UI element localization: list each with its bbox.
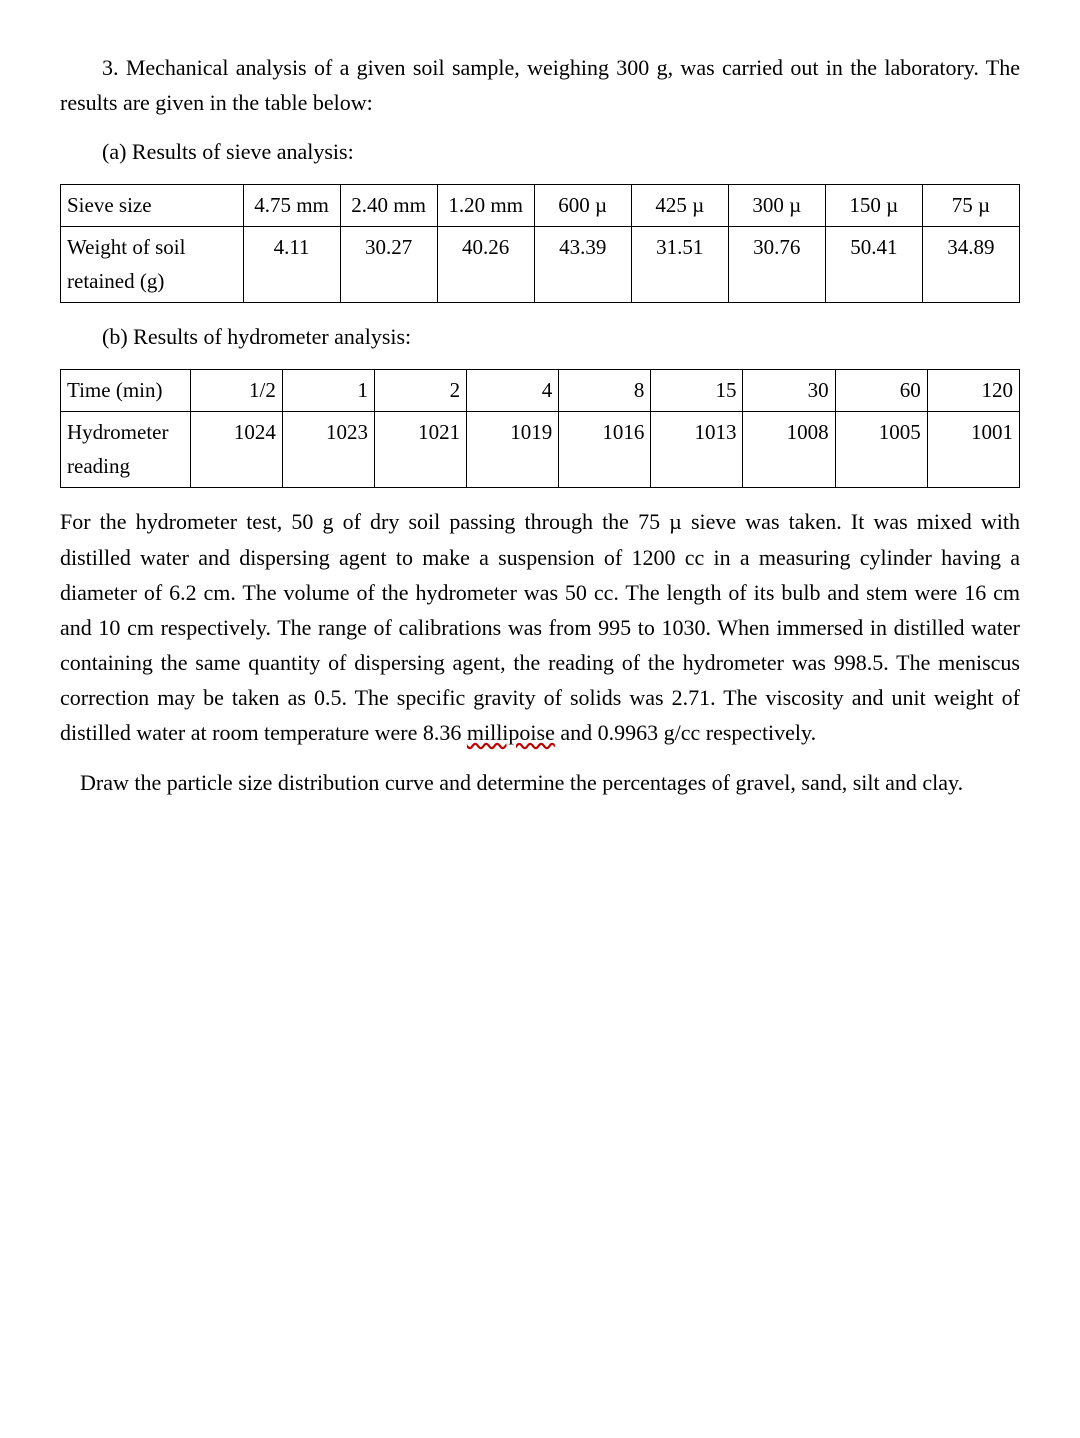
cell: 75 µ bbox=[922, 184, 1019, 227]
cell: 1/2 bbox=[190, 369, 282, 412]
cell: 1016 bbox=[559, 412, 651, 488]
cell: 1024 bbox=[190, 412, 282, 488]
body-text-post: and 0.9963 g/cc respectively. bbox=[555, 720, 816, 745]
sieve-analysis-table: Sieve size 4.75 mm 2.40 mm 1.20 mm 600 µ… bbox=[60, 184, 1020, 304]
cell: 15 bbox=[651, 369, 743, 412]
cell: 1.20 mm bbox=[437, 184, 534, 227]
spellcheck-wavy-word: millipoise bbox=[467, 720, 555, 745]
cell: 4.75 mm bbox=[243, 184, 340, 227]
cell: 1019 bbox=[467, 412, 559, 488]
cell: 31.51 bbox=[631, 227, 728, 303]
table-row: Weight of soil retained (g) 4.11 30.27 4… bbox=[61, 227, 1020, 303]
cell: 1 bbox=[282, 369, 374, 412]
table-row: Time (min) 1/2 1 2 4 8 15 30 60 120 bbox=[61, 369, 1020, 412]
cell: 1021 bbox=[374, 412, 466, 488]
cell: 2 bbox=[374, 369, 466, 412]
table-row: Sieve size 4.75 mm 2.40 mm 1.20 mm 600 µ… bbox=[61, 184, 1020, 227]
cell: 40.26 bbox=[437, 227, 534, 303]
cell: 2.40 mm bbox=[340, 184, 437, 227]
row-label: Hydrometer reading bbox=[61, 412, 191, 488]
cell: 4 bbox=[467, 369, 559, 412]
cell: 30.76 bbox=[728, 227, 825, 303]
cell: 1001 bbox=[927, 412, 1019, 488]
table-row: Hydrometer reading 1024 1023 1021 1019 1… bbox=[61, 412, 1020, 488]
cell: 150 µ bbox=[825, 184, 922, 227]
cell: 34.89 bbox=[922, 227, 1019, 303]
cell: 1008 bbox=[743, 412, 835, 488]
cell: 43.39 bbox=[534, 227, 631, 303]
cell: 50.41 bbox=[825, 227, 922, 303]
section-b-heading: (b) Results of hydrometer analysis: bbox=[60, 319, 1020, 354]
body-text-pre: For the hydrometer test, 50 g of dry soi… bbox=[60, 509, 1020, 745]
cell: 600 µ bbox=[534, 184, 631, 227]
section-a-heading: (a) Results of sieve analysis: bbox=[60, 134, 1020, 169]
cell: 30.27 bbox=[340, 227, 437, 303]
cell: 425 µ bbox=[631, 184, 728, 227]
cell: 60 bbox=[835, 369, 927, 412]
row-label: Time (min) bbox=[61, 369, 191, 412]
cell: 120 bbox=[927, 369, 1019, 412]
row-label: Sieve size bbox=[61, 184, 244, 227]
cell: 1005 bbox=[835, 412, 927, 488]
cell: 30 bbox=[743, 369, 835, 412]
closing-paragraph: Draw the particle size distribution curv… bbox=[60, 765, 1020, 800]
cell: 8 bbox=[559, 369, 651, 412]
hydrometer-analysis-table: Time (min) 1/2 1 2 4 8 15 30 60 120 Hydr… bbox=[60, 369, 1020, 489]
cell: 1013 bbox=[651, 412, 743, 488]
body-paragraph: For the hydrometer test, 50 g of dry soi… bbox=[60, 504, 1020, 750]
cell: 1023 bbox=[282, 412, 374, 488]
cell: 300 µ bbox=[728, 184, 825, 227]
cell: 4.11 bbox=[243, 227, 340, 303]
intro-paragraph: 3. Mechanical analysis of a given soil s… bbox=[60, 50, 1020, 120]
row-label: Weight of soil retained (g) bbox=[61, 227, 244, 303]
